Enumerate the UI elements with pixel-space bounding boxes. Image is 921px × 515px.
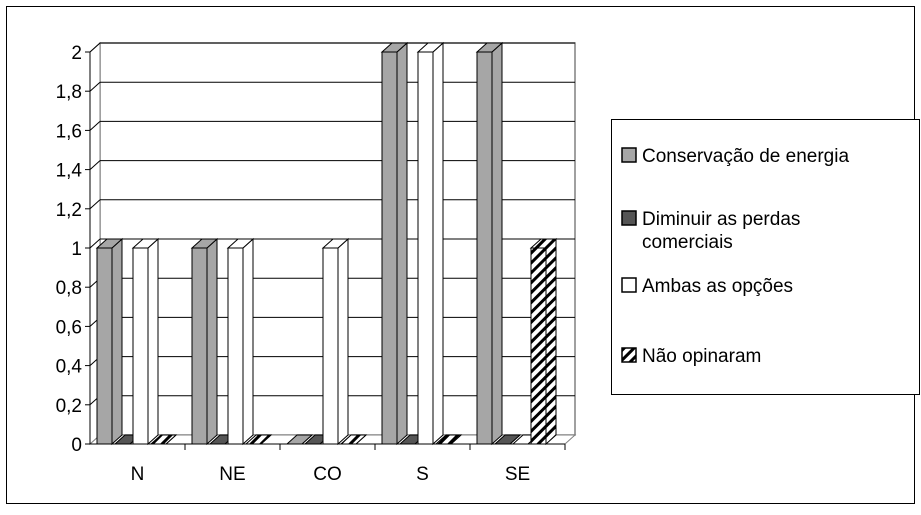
legend-label: Ambas as opções	[642, 276, 793, 297]
legend-label: Diminuir as perdas comerciais	[642, 209, 800, 253]
legend-item: Ambas as opções	[621, 276, 793, 297]
y-tick-label: 0,6	[56, 317, 82, 338]
gridline-side	[89, 238, 101, 249]
legend-swatch	[621, 277, 637, 293]
gridline-side	[89, 121, 101, 131]
legend-box	[611, 119, 920, 395]
bar-ne-series-1	[190, 237, 219, 446]
bar-co-series-3	[321, 237, 350, 446]
y-tick-label: 1	[71, 239, 82, 260]
legend-item: Diminuir as perdas comerciais	[621, 209, 800, 253]
y-tick-label: 0	[71, 435, 82, 456]
bar-ne-series-3	[226, 237, 255, 446]
legend-item: Conservação de energia	[621, 146, 849, 167]
gridline-side	[89, 199, 101, 210]
legend-swatch	[621, 210, 637, 226]
y-tick-label: 1,2	[56, 200, 82, 221]
legend-item: Não opinaram	[621, 346, 761, 367]
legend-swatch	[621, 147, 637, 163]
bar-n-series-3	[131, 237, 160, 446]
bar-s-series-3	[416, 41, 445, 446]
gridline-side	[89, 160, 101, 170]
bar-n-series-1	[95, 237, 124, 446]
x-tick-label: N	[131, 464, 145, 485]
bar-se-series-4	[529, 237, 558, 446]
legend-label: Conservação de energia	[642, 146, 849, 167]
x-tick-label: CO	[313, 464, 342, 485]
y-tick-label: 1,4	[56, 161, 83, 182]
gridline-side	[89, 81, 101, 92]
gridline-side	[89, 42, 101, 53]
x-tick-label: SE	[505, 464, 530, 485]
y-tick-label: 1,8	[56, 82, 82, 103]
y-tick-label: 2	[71, 43, 82, 64]
legend-label: Não opinaram	[642, 346, 761, 367]
x-tick-label: S	[416, 464, 429, 485]
bar-se-series-1	[475, 41, 504, 446]
y-tick-label: 0,2	[56, 396, 82, 417]
x-tick-label: NE	[219, 464, 245, 485]
legend-swatch	[621, 347, 637, 363]
y-tick-label: 0,8	[56, 278, 82, 299]
y-tick-label: 0,4	[56, 357, 83, 378]
y-tick-label: 1,6	[56, 121, 82, 142]
bar-s-series-1	[380, 41, 409, 446]
